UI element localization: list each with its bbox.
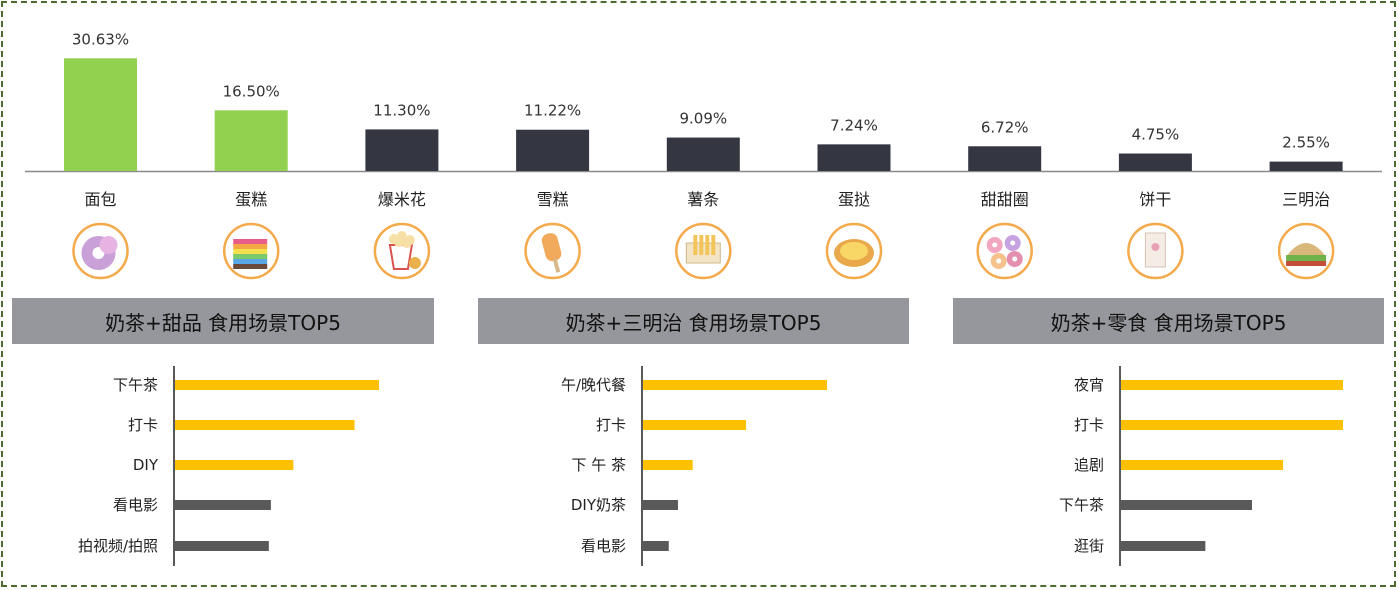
value-label: 9.09% [679, 110, 727, 128]
category-label: 薯条 [687, 190, 719, 209]
bar-蛋挞 [817, 144, 891, 171]
panel-title-snack: 奶茶+零食 食用场景TOP5 [953, 298, 1384, 344]
category-label: 三明治 [1282, 190, 1330, 209]
value-label: 2.55% [1282, 134, 1330, 152]
popcorn-icon [373, 222, 431, 280]
bar-薯条 [666, 137, 740, 171]
rainbow-cake-icon [222, 222, 280, 280]
fries-icon [675, 222, 732, 280]
value-label: 30.63% [72, 30, 129, 48]
ice-cream-icon [524, 222, 581, 280]
category-label: 蛋糕 [235, 190, 267, 209]
bar-爆米花 [365, 129, 439, 171]
panel-title-sandwich: 奶茶+三明治 食用场景TOP5 [478, 298, 909, 344]
bar-雪糕 [516, 129, 590, 171]
doughnuts-icon [976, 222, 1033, 280]
bar-三明治 [1269, 161, 1343, 171]
bar-甜甜圈 [968, 146, 1042, 171]
sandwich-icon [1277, 222, 1335, 280]
value-label: 16.50% [223, 82, 280, 100]
category-label: 雪糕 [537, 190, 569, 209]
donut-icon [72, 222, 129, 280]
category-label: 面包 [84, 190, 116, 209]
bar-饼干 [1118, 153, 1192, 171]
top-bar-chart: 30.63% 面包 16.50% 蛋糕 11.30% 爆米花 11.22% 雪糕 9.09% 薯条… [25, 30, 1382, 280]
category-label: 爆米花 [378, 190, 426, 209]
value-label: 11.30% [373, 101, 430, 119]
category-label: 饼干 [1139, 190, 1171, 209]
bar-蛋糕 [214, 110, 288, 171]
panel-title-dessert: 奶茶+甜品 食用场景TOP5 [12, 298, 434, 344]
egg-tart-icon [825, 222, 883, 280]
value-label: 7.24% [830, 116, 878, 134]
bar-面包 [64, 58, 137, 171]
value-label: 6.72% [981, 118, 1029, 136]
value-label: 11.22% [524, 102, 581, 120]
value-label: 4.75% [1132, 126, 1180, 144]
biscuit-icon [1127, 222, 1184, 280]
category-label: 甜甜圈 [981, 190, 1029, 209]
category-label: 蛋挞 [838, 190, 870, 209]
